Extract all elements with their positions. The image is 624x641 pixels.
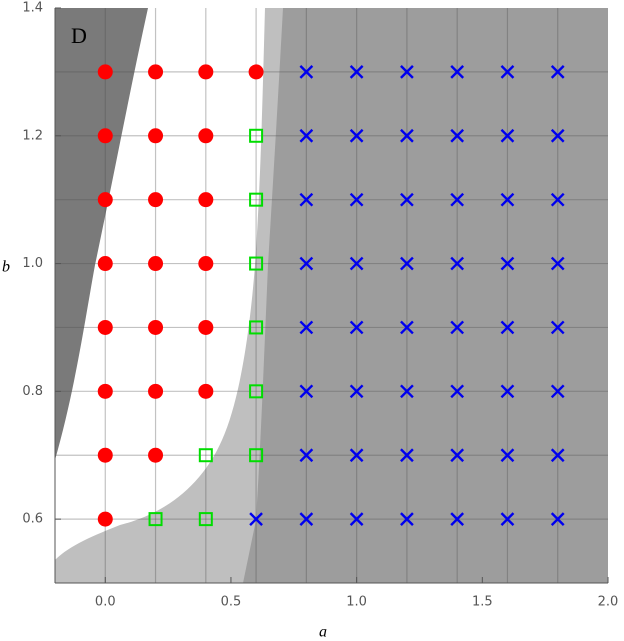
point-cross	[349, 192, 364, 207]
point-square	[249, 384, 264, 399]
point-cross	[550, 128, 565, 143]
point-cross	[450, 192, 465, 207]
point-circle	[198, 128, 214, 144]
point-circle	[198, 256, 214, 272]
point-circle	[198, 192, 214, 208]
panel-label: D	[71, 23, 87, 48]
point-cross	[400, 384, 414, 399]
point-cross	[299, 320, 314, 335]
point-cross	[349, 384, 364, 399]
point-circle	[97, 192, 113, 208]
point-cross	[299, 128, 314, 143]
marks	[97, 64, 565, 527]
point-cross	[500, 448, 515, 463]
point-circle	[148, 192, 164, 208]
point-cross	[299, 192, 314, 207]
point-cross	[349, 65, 364, 79]
point-circle	[198, 319, 214, 335]
point-cross	[450, 128, 465, 143]
regions	[55, 8, 608, 583]
grid	[55, 8, 608, 583]
point-square	[198, 448, 213, 463]
point-circle	[97, 383, 113, 399]
y-tick-label: 0.6	[22, 512, 43, 527]
point-cross	[299, 448, 314, 463]
point-cross	[450, 256, 465, 271]
point-cross	[349, 128, 364, 143]
point-cross	[450, 320, 465, 335]
point-cross	[500, 128, 515, 143]
point-square	[249, 192, 264, 207]
point-square	[249, 320, 264, 335]
point-cross	[349, 448, 364, 463]
point-cross	[450, 448, 465, 463]
point-circle	[148, 447, 164, 463]
point-cross	[450, 512, 465, 526]
point-cross	[550, 256, 565, 271]
point-cross	[349, 512, 364, 526]
point-circle	[97, 319, 113, 335]
point-cross	[500, 512, 515, 526]
point-circle	[148, 319, 164, 335]
point-cross	[299, 384, 314, 399]
point-circle	[148, 128, 164, 144]
point-cross	[450, 384, 465, 399]
point-cross	[550, 65, 565, 79]
point-cross	[299, 65, 314, 79]
point-cross	[500, 320, 515, 335]
x-tick-label: 2.0	[598, 595, 619, 610]
x-tick-label: 1.5	[472, 595, 493, 610]
point-circle	[97, 256, 113, 272]
point-square	[249, 448, 264, 463]
point-circle	[97, 64, 113, 80]
point-cross	[500, 256, 515, 271]
point-cross	[550, 192, 565, 207]
x-tick-label: 0.5	[221, 595, 242, 610]
y-tick-label: 1.0	[22, 256, 43, 271]
point-circle	[248, 64, 264, 80]
point-circle	[97, 128, 113, 144]
region-dark	[55, 8, 148, 460]
point-cross	[550, 448, 565, 463]
point-cross	[550, 320, 565, 335]
point-cross	[299, 256, 314, 271]
point-cross	[400, 65, 414, 79]
x-tick-label: 0.0	[95, 595, 116, 610]
point-cross	[400, 320, 414, 335]
point-cross	[400, 448, 414, 463]
point-cross	[500, 384, 515, 399]
point-square	[249, 256, 264, 271]
point-circle	[148, 64, 164, 80]
point-circle	[148, 256, 164, 272]
point-cross	[349, 256, 364, 271]
point-circle	[97, 511, 113, 527]
point-cross	[249, 512, 263, 526]
x-axis-label: a	[319, 624, 327, 641]
y-tick-label: 0.8	[22, 384, 43, 399]
x-tick-label: 1.0	[346, 595, 367, 610]
point-circle	[148, 383, 164, 399]
point-cross	[550, 384, 565, 399]
point-cross	[550, 512, 565, 526]
y-tick-label: 1.4	[22, 1, 43, 16]
point-cross	[299, 512, 314, 526]
point-circle	[198, 383, 214, 399]
y-axis-label: b	[2, 259, 10, 276]
point-cross	[400, 512, 414, 526]
point-cross	[349, 320, 364, 335]
point-cross	[450, 65, 465, 79]
point-square	[148, 512, 163, 527]
point-circle	[97, 447, 113, 463]
point-cross	[400, 256, 414, 271]
point-cross	[500, 65, 515, 79]
y-tick-label: 1.2	[22, 128, 43, 143]
point-square	[198, 512, 213, 527]
point-square	[249, 128, 264, 143]
point-cross	[400, 192, 414, 207]
point-cross	[400, 128, 414, 143]
point-circle	[198, 64, 214, 80]
point-cross	[500, 192, 515, 207]
